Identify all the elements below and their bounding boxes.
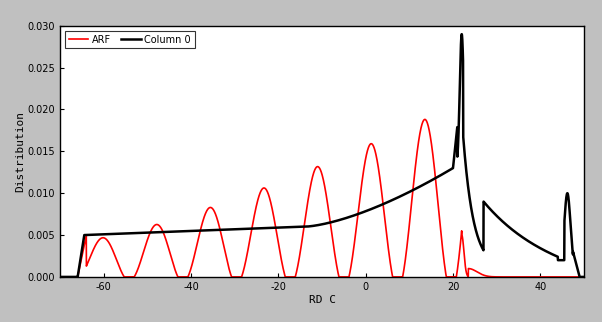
X-axis label: RD C: RD C <box>309 295 335 305</box>
Column 0 <box>256 226 264 230</box>
ARF <box>421 118 429 121</box>
Column 0 <box>57 275 64 279</box>
Column 0 <box>371 206 378 210</box>
ARF <box>447 275 455 279</box>
Line: ARF: ARF <box>60 119 584 277</box>
Y-axis label: Distribution: Distribution <box>15 111 25 192</box>
Column 0 <box>397 194 405 198</box>
Column 0 <box>152 231 159 234</box>
Column 0 <box>487 208 494 212</box>
Column 0 <box>458 32 465 36</box>
ARF <box>487 275 494 279</box>
ARF <box>580 275 588 279</box>
Legend: ARF, Column 0: ARF, Column 0 <box>65 31 195 48</box>
ARF <box>371 147 378 150</box>
ARF <box>152 223 159 227</box>
Column 0 <box>580 275 588 279</box>
Line: Column 0: Column 0 <box>60 34 584 277</box>
ARF <box>57 275 64 279</box>
ARF <box>256 191 264 194</box>
ARF <box>397 275 405 279</box>
Column 0 <box>447 167 455 171</box>
